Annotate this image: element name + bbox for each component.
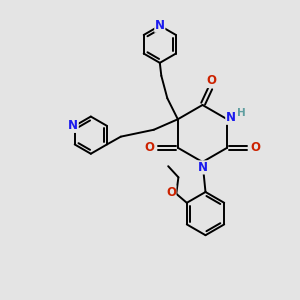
Text: N: N xyxy=(68,119,78,132)
Text: O: O xyxy=(145,141,154,154)
Text: N: N xyxy=(155,19,165,32)
Text: N: N xyxy=(197,161,208,174)
Text: N: N xyxy=(226,111,236,124)
Text: O: O xyxy=(250,141,260,154)
Text: O: O xyxy=(206,74,217,88)
Text: O: O xyxy=(166,186,176,199)
Text: H: H xyxy=(237,108,246,118)
